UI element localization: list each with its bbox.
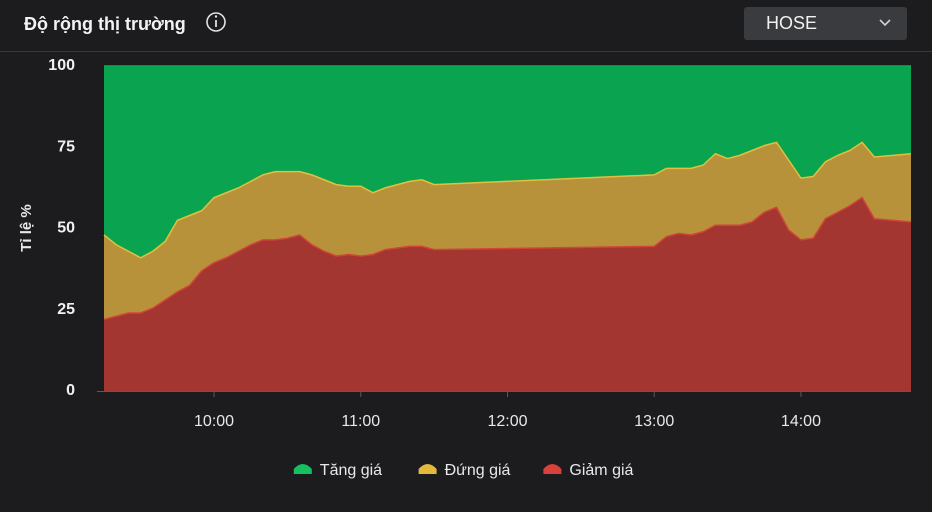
y-tick-label: 0 <box>66 382 75 399</box>
y-tick-label: 50 <box>57 220 75 237</box>
legend-label: Đứng giá <box>445 462 511 479</box>
widget-title: Độ rộng thị trường <box>24 14 186 34</box>
x-tick-label: 12:00 <box>487 413 527 430</box>
info-circle <box>206 12 226 32</box>
x-tick-label: 10:00 <box>194 413 234 430</box>
dropdown-box <box>744 7 907 40</box>
y-axis-label: Tỉ lệ % <box>18 204 35 252</box>
x-tick-label: 11:00 <box>341 413 380 430</box>
legend-label: Tăng giá <box>320 462 382 479</box>
dropdown-value: HOSE <box>766 13 817 33</box>
legend-icon <box>293 464 312 474</box>
legend-label: Giảm giá <box>569 462 633 479</box>
area-line <box>103 196 912 321</box>
dropdown-chevron <box>879 19 891 27</box>
legend-icon <box>543 464 562 474</box>
legend-item[interactable]: Tăng giá <box>293 462 382 479</box>
area-fill <box>104 142 911 320</box>
x-tick-label: 14:00 <box>781 413 821 430</box>
area-line <box>103 141 912 259</box>
legend-icon <box>418 464 437 474</box>
info-icon[interactable] <box>206 12 226 32</box>
x-tick-label: 13:00 <box>634 413 674 430</box>
y-tick-label: 25 <box>57 301 75 318</box>
legend-item[interactable]: Đứng giá <box>418 462 511 479</box>
exchange-dropdown[interactable]: HOSE <box>744 7 907 40</box>
legend-item[interactable]: Giảm giá <box>543 462 634 479</box>
area-fill <box>104 197 911 391</box>
y-tick-label: 75 <box>57 138 75 155</box>
y-tick-label: 100 <box>48 57 75 74</box>
area-fill <box>104 66 911 258</box>
info-dot <box>214 15 218 18</box>
